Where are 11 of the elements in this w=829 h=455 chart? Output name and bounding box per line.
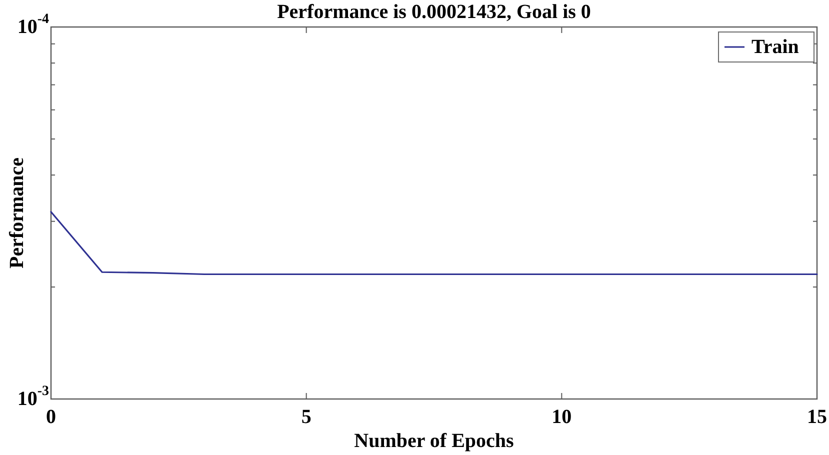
- x-tick-label: 15: [807, 406, 827, 428]
- x-tick-label: 5: [301, 406, 312, 428]
- x-axis-title: Number of Epochs: [354, 430, 514, 452]
- legend-label: Train: [752, 36, 799, 58]
- y-tick-label: 10$^{-3}$: [17, 384, 49, 410]
- chart-title: Performance is 0.00021432, Goal is 0: [277, 1, 591, 23]
- line-series: [50, 211, 818, 276]
- x-tick-label: 10: [552, 406, 572, 428]
- y-tick-label: 10$^{-4}$: [17, 12, 49, 38]
- y-axis-title: Performance: [6, 157, 28, 269]
- x-tick-label: 0: [46, 406, 56, 428]
